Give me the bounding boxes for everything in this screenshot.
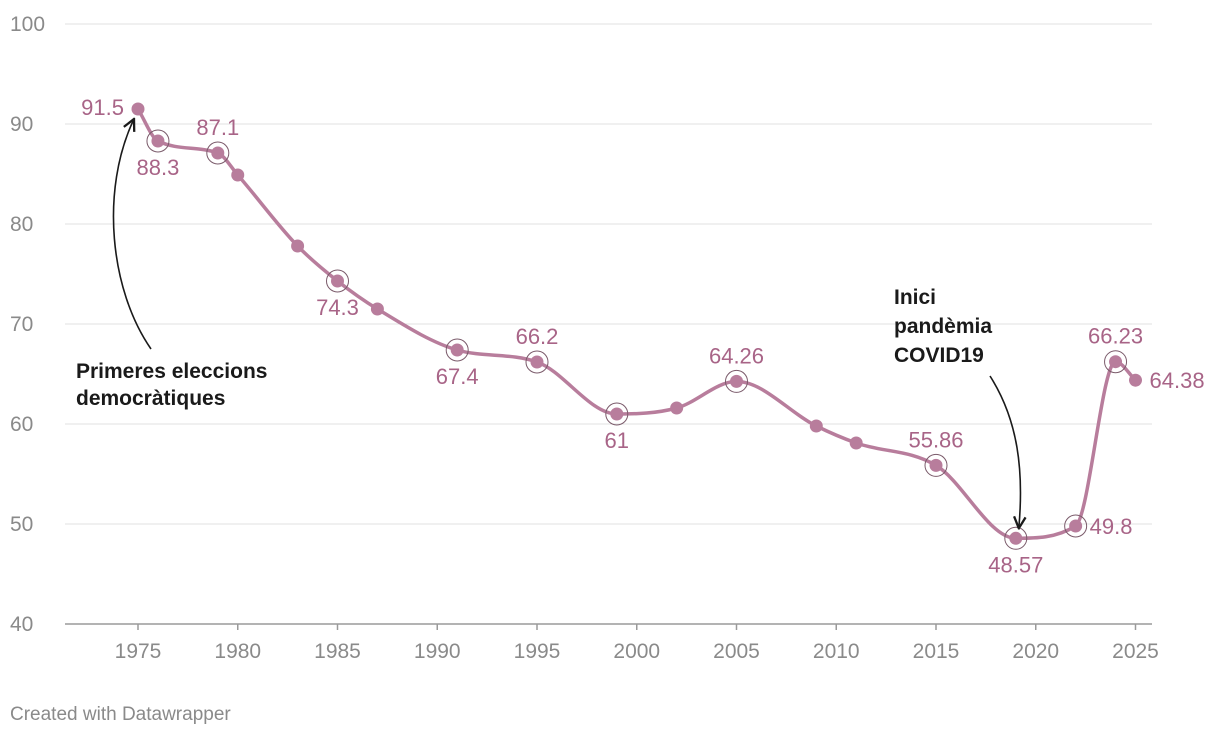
annotation-arrow-1: [112, 119, 152, 350]
y-tick-label-40: 40: [10, 613, 33, 636]
x-tick-label-1980: 1980: [214, 640, 261, 663]
credit-text: Created with Datawrapper: [10, 704, 231, 725]
data-point-2009: [809, 419, 823, 433]
data-point-1975: [131, 102, 145, 116]
annotation-2-line-1: Inici: [894, 286, 936, 309]
y-tick-label-70: 70: [10, 313, 33, 336]
data-point-1995: [530, 355, 544, 369]
data-label-2022: 49.8: [1090, 514, 1133, 539]
data-point-1980: [231, 168, 245, 182]
highlight-ring-2005: [725, 369, 748, 393]
annotation-2-line-3: COVID19: [894, 344, 984, 367]
data-label-2019: 48.57: [988, 552, 1043, 577]
data-label-1995: 66.2: [516, 324, 559, 349]
data-label-1999: 61: [605, 428, 629, 453]
x-axis-tick-labels: 1975 1980 1985 1990 1995 2000 2005 2010 2015 2020…: [115, 624, 1159, 663]
highlight-ring-1999: [605, 402, 629, 426]
data-point-2019: [1009, 531, 1023, 545]
x-tick-label-1985: 1985: [314, 640, 361, 663]
highlight-ring-2024: [1104, 350, 1128, 374]
data-label-1985: 74.3: [316, 295, 359, 320]
data-point-2022: [1069, 519, 1083, 533]
y-axis-tick-labels: 40 50 60 70 80 90 100: [10, 13, 45, 636]
annotation-arrow-2: [989, 375, 1020, 528]
highlight-ring-1976: [146, 129, 170, 153]
data-point-2015: [929, 458, 943, 472]
data-label-1991: 67.4: [436, 364, 479, 389]
data-label-2024: 66.23: [1088, 324, 1143, 349]
y-tick-label-100: 100: [10, 13, 45, 36]
data-point-1976: [151, 134, 165, 148]
highlight-ring-1995: [525, 350, 549, 374]
x-tick-label-1975: 1975: [115, 640, 162, 663]
x-tick-label-2020: 2020: [1012, 640, 1059, 663]
highlight-ring-1979: [206, 141, 230, 165]
data-point-1987: [370, 302, 384, 316]
x-tick-label-2025: 2025: [1112, 640, 1159, 663]
gridlines: [65, 23, 1152, 625]
x-tick-label-2005: 2005: [713, 640, 760, 663]
x-tick-label-2000: 2000: [613, 640, 660, 663]
x-tick-label-2015: 2015: [913, 640, 960, 663]
data-label-2015: 55.86: [908, 427, 963, 452]
data-label-1975: 91.5: [81, 95, 124, 120]
data-label-1979: 87.1: [196, 115, 239, 140]
data-point-2011: [849, 436, 863, 450]
annotation-1-line-1: Primeres eleccions: [76, 360, 267, 383]
y-tick-label-80: 80: [10, 213, 33, 236]
data-points: [131, 102, 1142, 550]
data-point-1979: [211, 146, 225, 160]
annotation-2-line-2: pandèmia: [894, 315, 992, 338]
data-point-2025: [1129, 373, 1142, 387]
highlight-ring-1991: [445, 338, 469, 362]
data-point-2024: [1109, 355, 1123, 369]
y-tick-label-90: 90: [10, 113, 33, 136]
data-point-1991: [450, 343, 464, 357]
data-point-2005: [730, 374, 743, 388]
data-point-1985: [331, 274, 344, 288]
data-label-2025: 64.38: [1150, 368, 1205, 393]
x-tick-label-2010: 2010: [813, 640, 860, 663]
annotations: Primeres eleccions democràtiques Inici pand…: [76, 119, 1020, 528]
x-tick-label-1990: 1990: [414, 640, 461, 663]
line-chart: 40 50 60 70 80 90 100 1975 1980 1985 1990 1995 2000…: [10, 13, 1205, 663]
highlight-ring-2022: [1064, 514, 1088, 538]
y-tick-label-60: 60: [10, 413, 33, 436]
data-point-2002: [670, 401, 684, 415]
data-point-1983: [291, 239, 305, 253]
data-label-1976: 88.3: [137, 155, 180, 180]
highlight-ring-1985: [326, 269, 349, 293]
y-tick-label-50: 50: [10, 513, 33, 536]
highlight-ring-2015: [924, 453, 948, 477]
data-label-2005: 64.26: [709, 343, 764, 368]
x-tick-label-1995: 1995: [514, 640, 561, 663]
annotation-1-line-2: democràtiques: [76, 387, 225, 410]
data-labels: 91.5 88.3 87.1 74.3 67.4 66.2 61 64.26 55.86 48.5…: [81, 95, 1204, 577]
data-point-1999: [610, 407, 624, 421]
